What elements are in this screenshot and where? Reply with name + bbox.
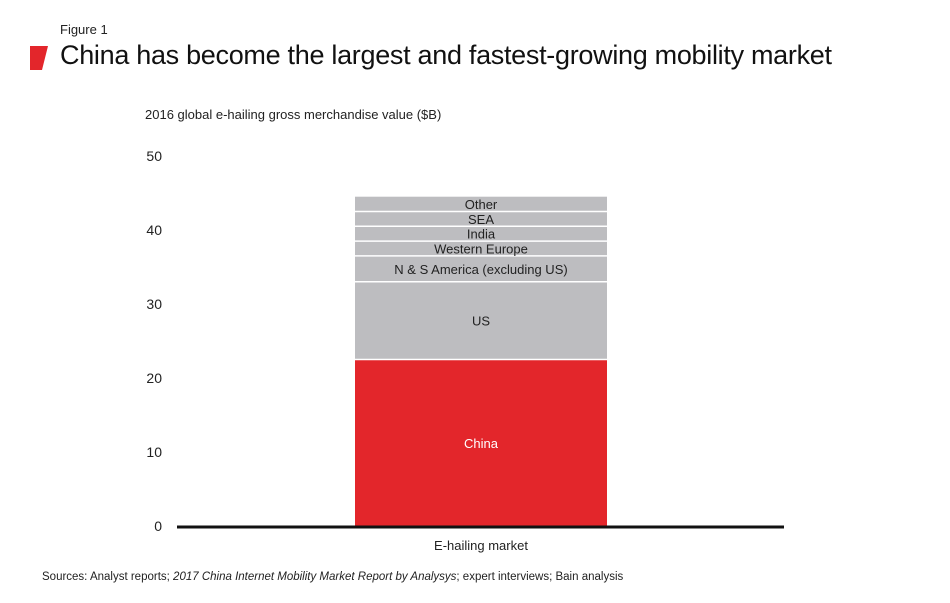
stacked-bar-chart: 2016 global e-hailing gross merchandise …: [145, 107, 784, 553]
title-marker-icon: [30, 46, 48, 70]
y-tick-label-10: 10: [146, 444, 162, 460]
chart-title: China has become the largest and fastest…: [60, 40, 832, 70]
x-category-label: E-hailing market: [434, 538, 528, 553]
y-tick-label-40: 40: [146, 222, 162, 238]
figure-label: Figure 1: [60, 22, 108, 37]
bar-segment-n-s-america-excluding-us: [355, 255, 607, 282]
y-tick-label-50: 50: [146, 148, 162, 164]
source-prefix: Sources: Analyst reports;: [42, 571, 174, 583]
y-tick-label-20: 20: [146, 370, 162, 386]
y-tick-label-0: 0: [154, 518, 162, 534]
segment-label-us: US: [472, 314, 490, 329]
source-report-title: 2017 China Internet Mobility Market Repo…: [173, 571, 457, 583]
segment-label-china: China: [464, 436, 499, 451]
segment-label-india: India: [467, 227, 496, 242]
segment-label-sea: SEA: [468, 212, 494, 227]
segment-label-western-europe: Western Europe: [434, 242, 528, 257]
bar-segment-india: [355, 226, 607, 242]
bar-segment-other: [355, 196, 607, 212]
bar-segment-us: [355, 281, 607, 360]
bar-segment-china: [355, 359, 607, 526]
segment-label-n-s-america-excluding-us: N & S America (excluding US): [394, 262, 567, 277]
source-suffix: ; expert interviews; Bain analysis: [456, 571, 624, 583]
bar-segment-western-europe: [355, 241, 607, 256]
segment-label-other: Other: [465, 197, 498, 212]
source-note: Sources: Analyst reports; 2017 China Int…: [42, 571, 623, 583]
bar-segment-sea: [355, 211, 607, 227]
y-axis-label: 2016 global e-hailing gross merchandise …: [145, 107, 441, 122]
y-tick-label-30: 30: [146, 296, 162, 312]
